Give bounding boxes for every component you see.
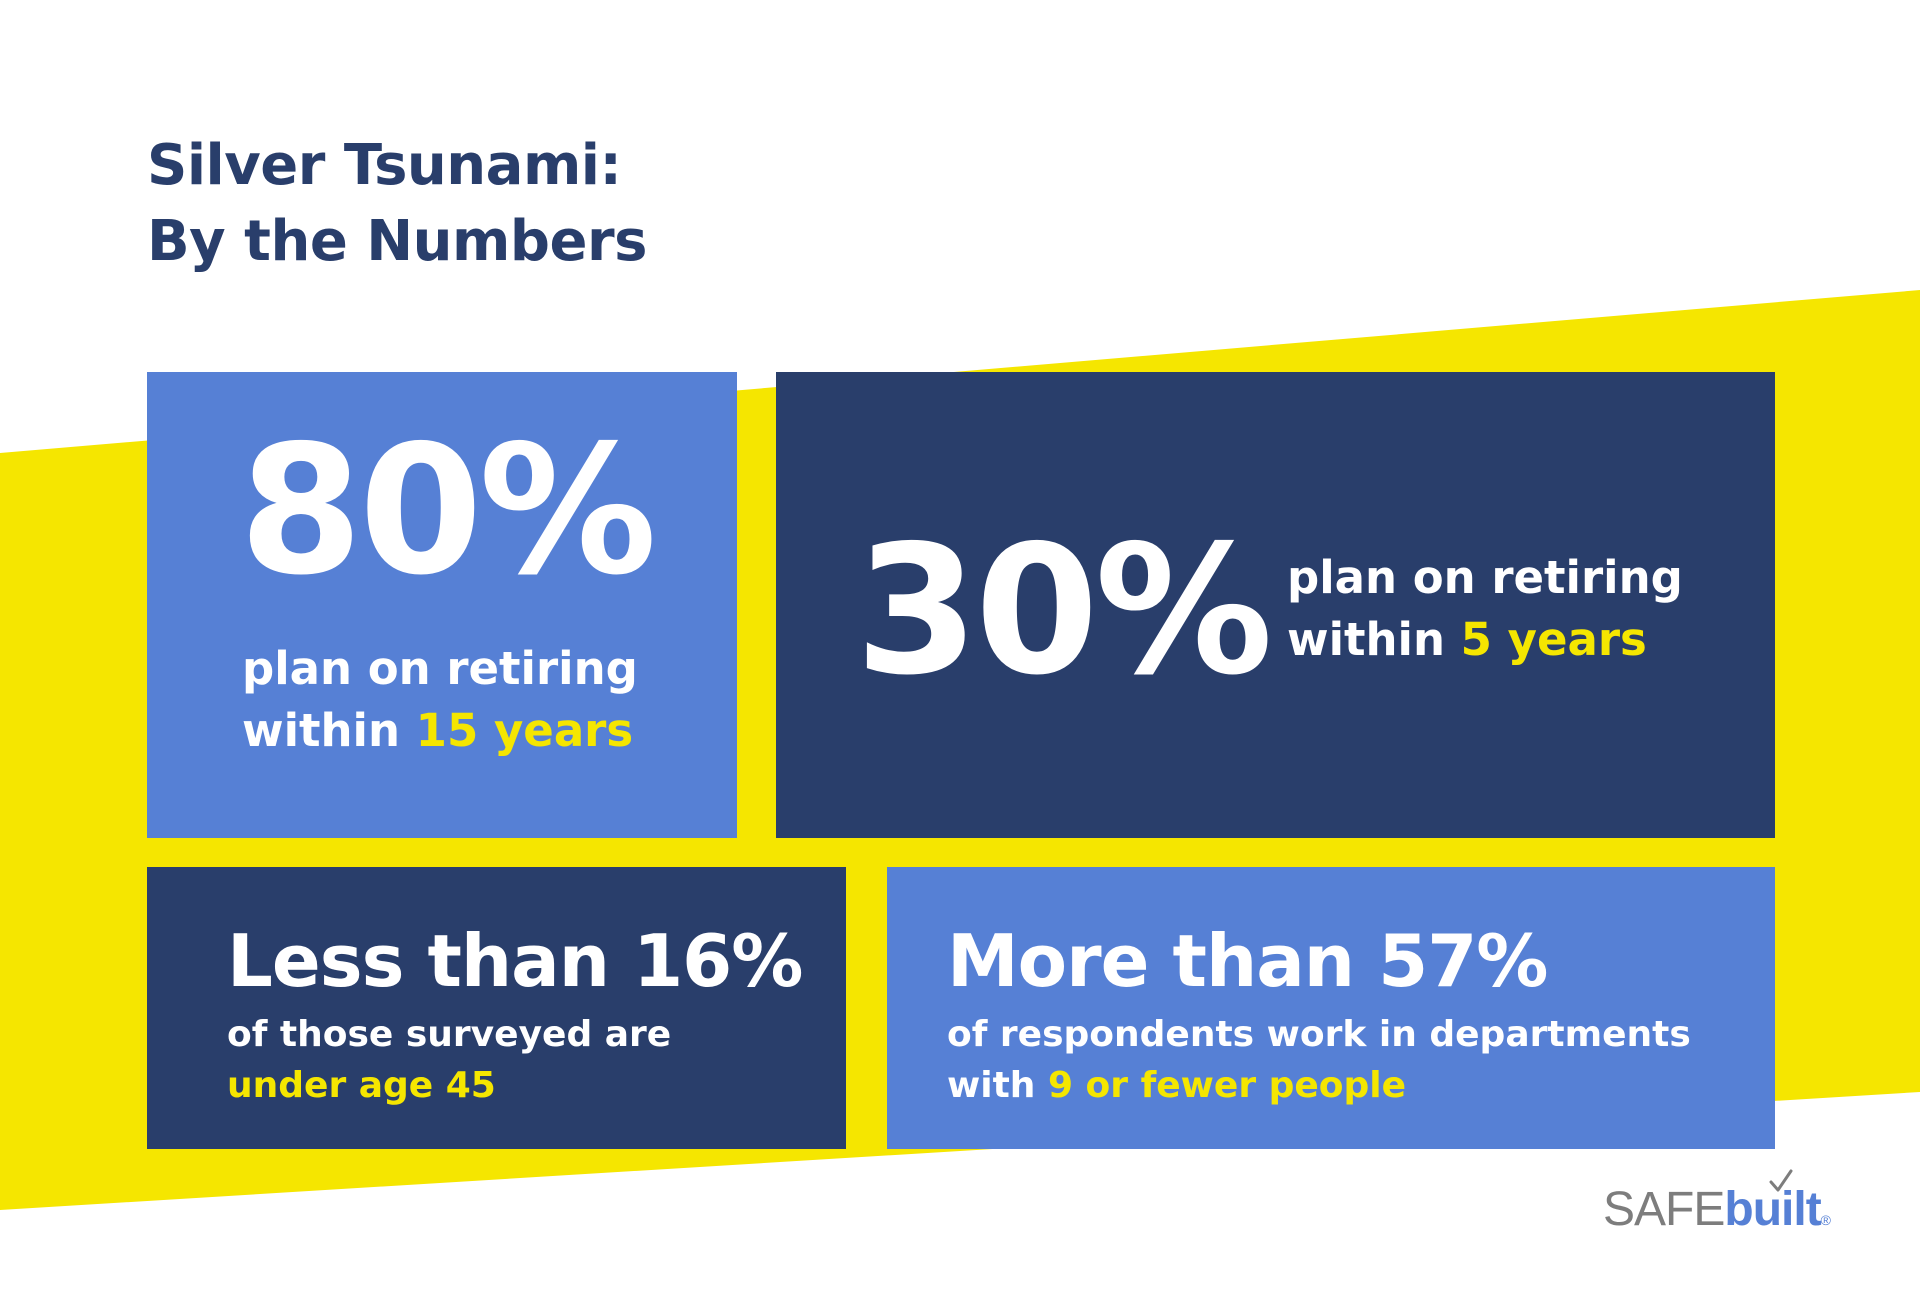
logo-safe-text: SAFE [1603,1183,1725,1236]
stat-highlight: 15 years [415,704,634,757]
stat-description-line-2: within 15 years [242,700,638,762]
stat-highlight: 5 years [1460,613,1647,666]
stat-description: of respondents work in departments with … [947,1009,1691,1111]
page-title: Silver Tsunami: By the Numbers [147,128,647,280]
stat-text: within [242,704,416,757]
checkmark-icon [1769,1169,1793,1192]
stat-headline: More than 57% [947,919,1548,1003]
stat-description-line-1: of those surveyed are [227,1014,672,1055]
stat-highlight: 9 or fewer people [1047,1065,1407,1106]
stat-description: of those surveyed are under age 45 [227,1009,671,1111]
stat-description-line-2: with 9 or fewer people [947,1060,1691,1111]
stat-value: 30% [855,507,1273,714]
stat-card-80-percent: 80% plan on retiring within 15 years [147,372,737,838]
stat-card-16-percent: Less than 16% of those surveyed are unde… [147,867,846,1149]
safebuilt-logo: SAFEbuilt® [1603,1180,1831,1240]
stat-card-57-percent: More than 57% of respondents work in dep… [887,867,1775,1149]
stat-description-line-1: of respondents work in departments [947,1014,1691,1055]
title-line-2: By the Numbers [147,209,647,274]
stat-text: within [1287,613,1461,666]
stat-description: plan on retiring within 15 years [242,638,638,762]
stat-description-line-2: within 5 years [1287,609,1683,671]
stat-card-30-percent: 30% plan on retiring within 5 years [776,372,1775,838]
registered-mark: ® [1820,1212,1831,1228]
stat-description: plan on retiring within 5 years [1287,547,1683,671]
stat-value: 80% [239,407,657,614]
stat-description-line-1: plan on retiring [1287,551,1683,604]
logo-built-text: built [1724,1183,1821,1236]
stat-headline: Less than 16% [227,919,803,1003]
stat-text: with [947,1065,1048,1106]
stat-highlight: under age 45 [227,1065,496,1106]
title-line-1: Silver Tsunami: [147,133,622,198]
stat-description-line-1: plan on retiring [242,642,638,695]
